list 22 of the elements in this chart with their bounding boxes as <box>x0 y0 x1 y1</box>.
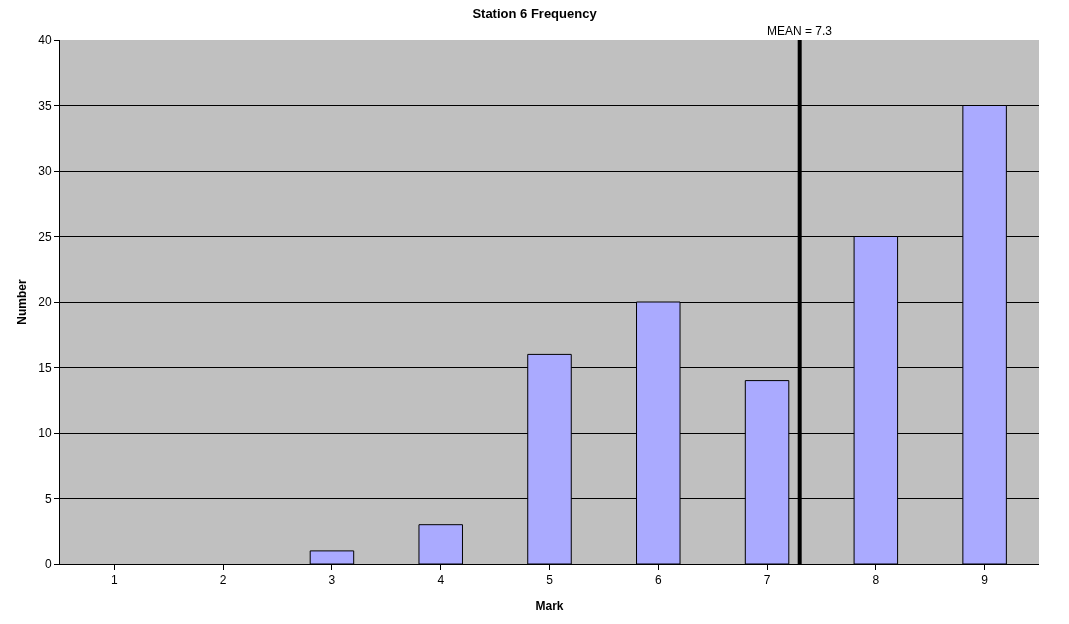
y-tick-label: 20 <box>38 295 52 310</box>
x-tick-label: 8 <box>872 573 880 588</box>
x-tick-label: 3 <box>328 573 336 588</box>
ref-line-label: MEAN = 7.3 <box>767 24 833 38</box>
x-tick-label: 5 <box>546 573 554 588</box>
y-tick-label: 40 <box>38 33 52 48</box>
x-tick-label: 4 <box>437 573 445 588</box>
y-tick-label: 5 <box>44 491 52 506</box>
y-tick-label: 15 <box>38 360 52 375</box>
y-tick-label: 10 <box>38 426 52 441</box>
y-tick-label: 25 <box>38 229 52 244</box>
y-tick-label: 35 <box>38 98 52 113</box>
y-tick-label: 0 <box>44 557 52 572</box>
x-tick-label: 9 <box>981 573 989 588</box>
x-tick-label: 1 <box>111 573 119 588</box>
x-axis-title: Mark <box>535 599 564 613</box>
chart-title: Station 6 Frequency <box>472 6 598 22</box>
x-tick-label: 2 <box>219 573 227 588</box>
x-tick-label: 7 <box>763 573 771 588</box>
y-axis-title: Number <box>15 279 29 325</box>
y-tick-label: 30 <box>38 164 52 179</box>
x-tick-label: 6 <box>654 573 662 588</box>
